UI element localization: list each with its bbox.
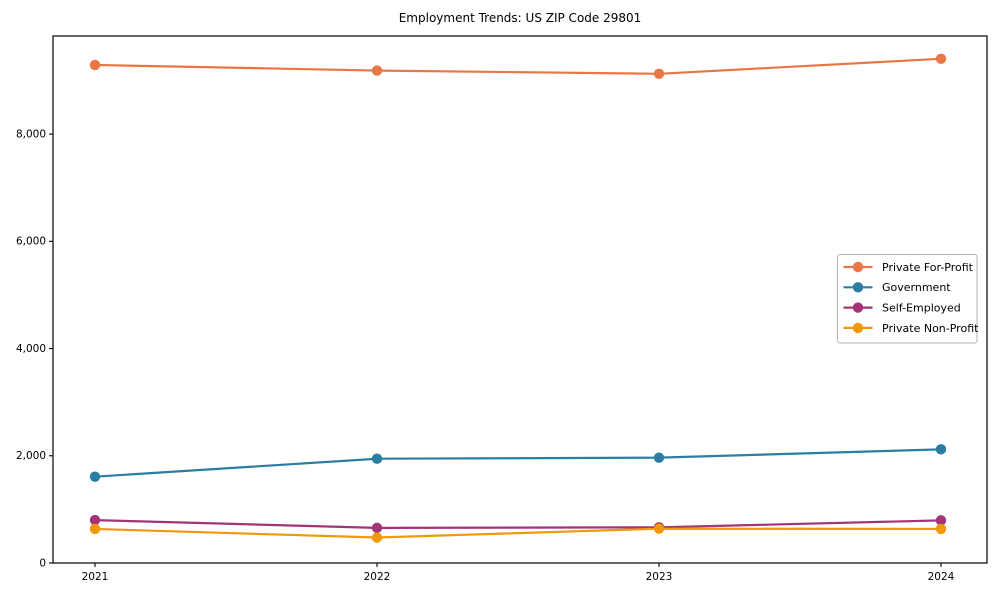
data-point-private-non-profit-2021 [89, 523, 101, 535]
x-tick-label: 2023 [646, 571, 673, 583]
legend-marker-private-for-profit [852, 261, 864, 273]
data-point-private-non-profit-2022 [371, 532, 383, 543]
data-point-government-2024 [935, 444, 947, 455]
legend-label-private-non-profit: Private Non-Profit [882, 322, 979, 335]
plot-layer: 0 2,000 4,000 6,000 8,000 2021 2022 2023 2024 Pri… [16, 35, 988, 583]
legend-label-private-for-profit: Private For-Profit [882, 261, 974, 274]
data-point-private-non-profit-2024 [935, 523, 947, 535]
y-tick-label: 8,000 [16, 128, 46, 140]
plot-area-border [52, 35, 988, 564]
x-tick-label: 2022 [364, 571, 391, 583]
data-point-private-for-profit-2023 [653, 68, 665, 79]
series-line-private-non-profit [93, 527, 943, 539]
data-point-government-2022 [371, 453, 383, 464]
data-point-government-2021 [89, 471, 101, 482]
x-tick-label: 2024 [928, 571, 955, 583]
y-tick-label: 2,000 [16, 450, 46, 462]
data-point-self-employed-2022 [371, 522, 383, 534]
series-line-self-employed [93, 519, 943, 529]
series-line-government [93, 448, 943, 478]
data-point-private-non-profit-2023 [653, 523, 665, 534]
legend-marker-private-non-profit [852, 322, 864, 334]
data-point-self-employed-2024 [935, 515, 947, 526]
data-point-government-2023 [653, 452, 665, 463]
legend-label-government: Government [882, 281, 951, 294]
y-tick-label: 0 [39, 557, 46, 569]
x-tick-label: 2021 [82, 571, 109, 583]
legend-marker-self-employed [852, 302, 864, 313]
y-tick-label: 4,000 [16, 343, 46, 355]
data-point-self-employed-2021 [89, 514, 101, 526]
legend-marker-government [852, 282, 864, 293]
data-point-private-for-profit-2022 [371, 65, 383, 76]
y-tick-label: 6,000 [16, 236, 46, 248]
data-point-private-for-profit-2024 [935, 53, 947, 64]
legend-box [837, 254, 978, 344]
data-point-private-for-profit-2021 [89, 59, 101, 71]
legend-label-self-employed: Self-Employed [882, 301, 961, 314]
chart-title: Employment Trends: US ZIP Code 29801 [399, 11, 642, 25]
series-line-private-for-profit [93, 57, 943, 75]
